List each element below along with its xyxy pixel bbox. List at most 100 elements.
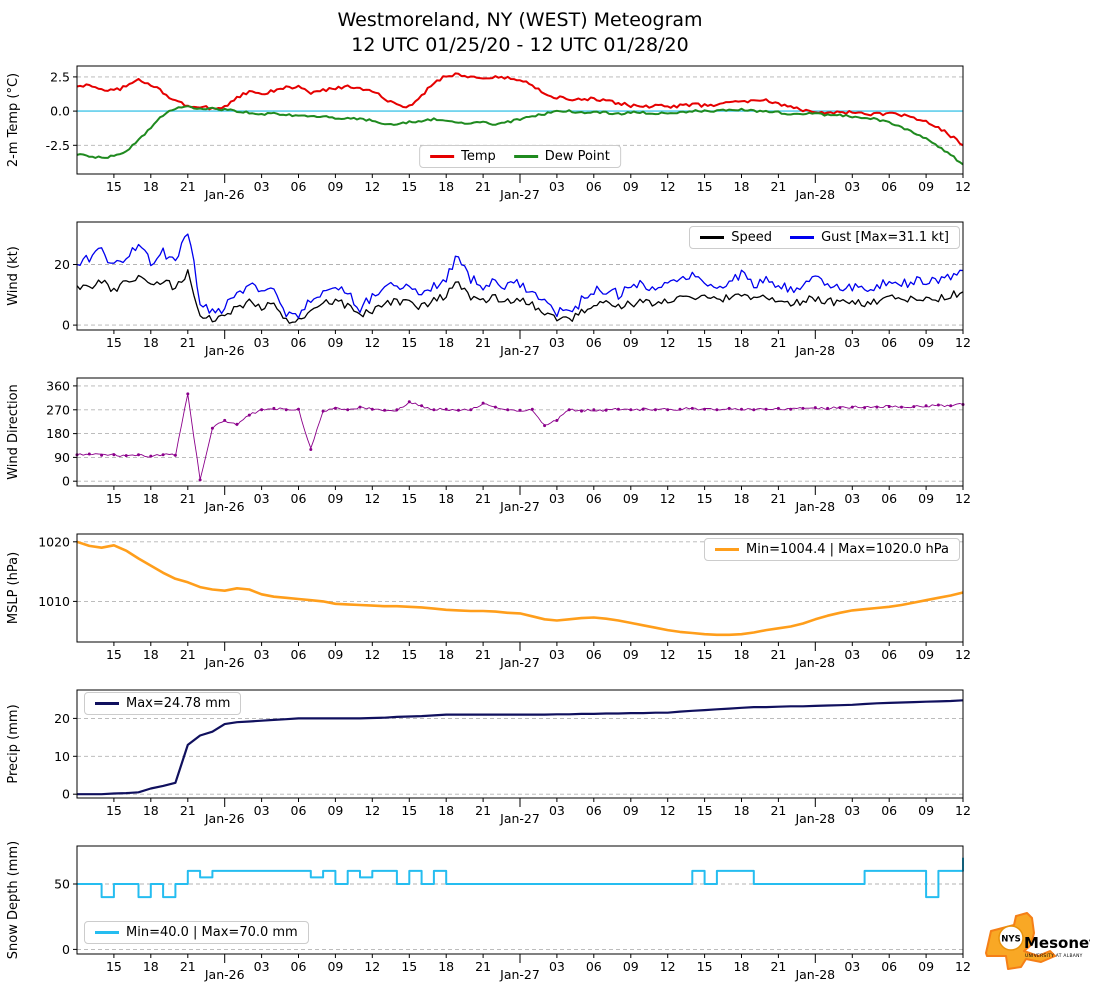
x-tick-label: Jan-28 [794,655,835,670]
x-tick-label: 12 [364,491,380,506]
x-tick-label: Jan-26 [204,187,245,202]
legend-label: Gust [Max=31.1 kt] [821,230,949,246]
x-tick-label: Jan-27 [499,499,540,514]
series-direction-marker [715,408,719,412]
series-direction-marker [580,409,583,413]
series-gust [76,233,964,319]
series-direction-marker [149,454,153,458]
x-tick-label: 15 [106,179,122,194]
series-direction-marker [137,453,140,457]
y-axis-label: MSLP (hPa) [6,552,21,624]
meteogram-title: Westmoreland, NY (WEST) Meteogram 12 UTC… [77,0,963,58]
legend-mslp: Min=1004.4 | Max=1020.0 hPa [704,538,960,562]
legend-label: Speed [731,230,773,246]
series-direction-marker [247,413,251,417]
x-tick-label: 18 [143,491,159,506]
y-axis-label: Precip (mm) [6,705,21,784]
series-direction-marker [161,453,165,457]
x-tick-label: Jan-28 [794,967,835,982]
x-tick-label: 06 [881,179,897,194]
x-tick-label: 06 [881,491,897,506]
series-direction-marker [124,454,128,458]
series-direction-marker [604,408,608,412]
y-tick-label: 10 [54,749,70,764]
series-direction-marker [530,407,534,411]
legend-line-swatch [95,931,119,935]
x-tick-label: Jan-26 [204,343,245,358]
x-tick-label: 03 [254,335,270,350]
series-speed [76,269,964,325]
series-direction-marker [444,407,448,411]
series-direction-marker [727,407,731,411]
legend-line-swatch [790,236,815,240]
x-tick-label: 15 [401,647,417,662]
series-direction-marker [949,404,953,408]
x-tick-label: 09 [327,803,343,818]
x-tick-label: 06 [586,179,602,194]
series-direction-marker [481,401,485,405]
series-direction-marker [346,408,350,412]
legend-snow-depth: Min=40.0 | Max=70.0 mm [84,921,309,945]
panel-temperature: 2.5 0.0 -2.5 15 18 21 Jan-26 03 06 09 12 15 18 21 Jan-… [0,62,1094,202]
x-tick-label: 03 [549,647,565,662]
x-tick-label: Jan-26 [204,655,245,670]
series-direction-marker [395,408,399,412]
legend-line-swatch [715,548,740,552]
x-tick-label: 06 [586,647,602,662]
x-tick-label: 18 [438,647,454,662]
series-direction-marker [653,408,657,412]
series-direction-marker [740,407,743,411]
x-tick-label: 18 [734,179,750,194]
series-direction-marker [469,408,473,412]
logo-org-text: NYS [1001,935,1020,945]
x-tick-label: 12 [364,803,380,818]
y-tick-label: 0.0 [50,104,70,119]
x-tick-label: 09 [327,179,343,194]
x-tick-label: 06 [586,335,602,350]
series-direction-marker [383,408,387,412]
series-direction-marker [826,407,830,411]
x-tick-label: 12 [660,803,676,818]
x-tick-label: 18 [438,959,454,974]
x-tick-label: 15 [106,491,122,506]
series-direction-marker [198,478,202,482]
x-tick-label: 09 [918,179,934,194]
series-direction-marker [420,404,424,408]
x-tick-label: 18 [438,491,454,506]
series-direction-marker [210,426,214,430]
x-tick-label: 12 [364,647,380,662]
x-tick-label: 09 [327,647,343,662]
x-tick-label: 06 [586,959,602,974]
legend-line-swatch [513,155,538,159]
x-tick-label: 06 [881,803,897,818]
series-direction-marker [875,405,879,409]
x-tick-label: 06 [881,335,897,350]
legend-temperature: Temp Dew Point [419,145,621,169]
y-tick-label: 180 [46,426,70,441]
x-tick-label: 09 [327,335,343,350]
x-tick-label: 09 [918,491,934,506]
plot-precip: 20 10 0 15 18 21 Jan-26 03 06 09 12 15 18 21 Jan-27 03 0… [6,689,971,826]
x-tick-label: 06 [881,647,897,662]
x-tick-label: 18 [143,959,159,974]
logo-circle [998,925,1024,951]
x-tick-label: 18 [143,647,159,662]
legend-line-swatch [95,702,119,706]
x-tick-label: 18 [143,803,159,818]
series-direction-marker [641,407,645,411]
legend-item: Dew Point [513,149,610,164]
y-axis-label: Wind (kt) [6,246,21,306]
x-tick-label: 21 [770,179,786,194]
x-tick-label: 03 [549,179,565,194]
x-tick-label: 18 [734,647,750,662]
legend-item: Max=24.78 mm [95,696,230,711]
x-tick-label: 03 [254,179,270,194]
x-tick-label: 12 [660,647,676,662]
x-tick-label: 03 [254,647,270,662]
series-direction-marker [321,409,325,413]
y-tick-label: 50 [54,877,70,892]
y-tick-label: 0 [62,787,70,802]
series-direction-marker [284,408,288,412]
series-direction-marker [309,448,313,452]
series-direction-marker [690,407,694,411]
